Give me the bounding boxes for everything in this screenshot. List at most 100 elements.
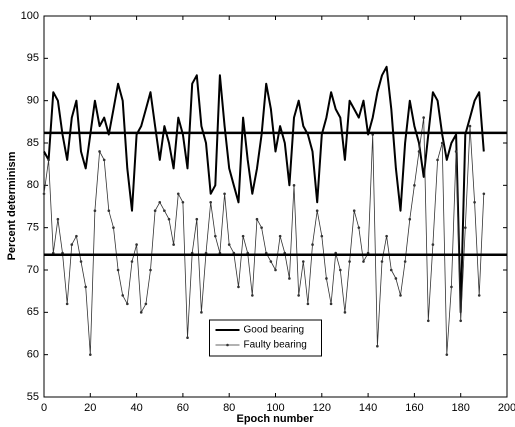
point [139,311,143,314]
point [417,150,421,153]
point [227,243,231,246]
series-line [43,65,485,314]
point [107,209,111,213]
point [385,234,388,238]
x-tick-label: 160 [405,402,423,414]
legend-marker [226,343,229,347]
x-tick-label: 120 [313,402,331,414]
y-axis-label: Percent determinism [6,151,18,260]
point [422,116,425,119]
y-tick-label: 90 [27,95,39,107]
point [56,217,60,221]
legend-label: Good bearing [244,325,305,336]
point [362,260,365,263]
point [454,150,458,153]
x-tick-label: 100 [266,402,284,414]
point [237,285,240,289]
y-tick-label: 85 [27,137,39,149]
point [144,302,148,306]
point [89,353,92,356]
point [214,234,217,238]
point [260,226,263,229]
point [339,268,342,272]
point [288,277,291,280]
point [75,234,78,238]
y-tick-label: 70 [27,264,39,276]
point [380,260,384,263]
point [403,260,407,263]
point [126,302,129,306]
point [181,200,185,204]
point [450,285,453,289]
point [65,302,69,306]
point [343,311,347,314]
point [315,209,319,213]
point [389,268,393,272]
legend-label: Faulty bearing [244,340,307,351]
point [241,234,245,238]
x-tick-label: 80 [223,402,235,414]
point [399,294,402,297]
x-tick-label: 60 [177,402,189,414]
point [149,268,152,272]
point [274,268,277,272]
point [459,319,463,323]
x-axis-label: Epoch number [236,413,314,425]
point [153,209,157,213]
point [135,243,138,246]
point [352,209,356,213]
y-tick-label: 100 [21,10,39,22]
x-tick-label: 40 [130,402,142,414]
point [121,294,125,297]
point [394,277,398,280]
point [112,226,115,229]
point [223,192,226,196]
point [320,234,324,238]
point [301,260,305,263]
point [482,192,486,196]
point [464,226,467,229]
point [306,302,310,306]
point [42,192,46,196]
point [98,150,101,153]
point [413,184,416,187]
y-tick-label: 60 [27,349,39,361]
point [255,217,259,221]
point [209,200,212,204]
point [431,243,435,246]
point [297,294,300,297]
x-tick-label: 200 [498,402,515,414]
point [325,277,328,280]
legend: Good bearing Faulty bearing [209,319,322,357]
y-tick-label: 95 [27,52,39,64]
y-tick-label: 55 [27,391,39,403]
point [84,285,87,289]
point [292,184,296,187]
point [93,209,97,213]
x-tick-label: 180 [452,402,470,414]
point [176,192,180,196]
point [348,260,351,263]
y-tick-label: 65 [27,306,39,318]
y-tick-label: 75 [27,222,39,234]
x-tick-label: 140 [359,402,377,414]
point [436,158,439,162]
point [445,353,449,356]
point [195,217,199,221]
point [477,294,481,297]
point [102,158,106,162]
point [79,260,83,263]
point [186,336,189,340]
point [278,234,282,238]
point [440,141,444,145]
point [376,344,379,348]
point [468,124,472,128]
point [251,294,254,297]
point [167,217,171,221]
point [70,243,74,246]
point [158,200,162,204]
series-line [43,117,485,356]
y-tick-label: 80 [27,179,39,191]
x-tick-label: 20 [84,402,96,414]
